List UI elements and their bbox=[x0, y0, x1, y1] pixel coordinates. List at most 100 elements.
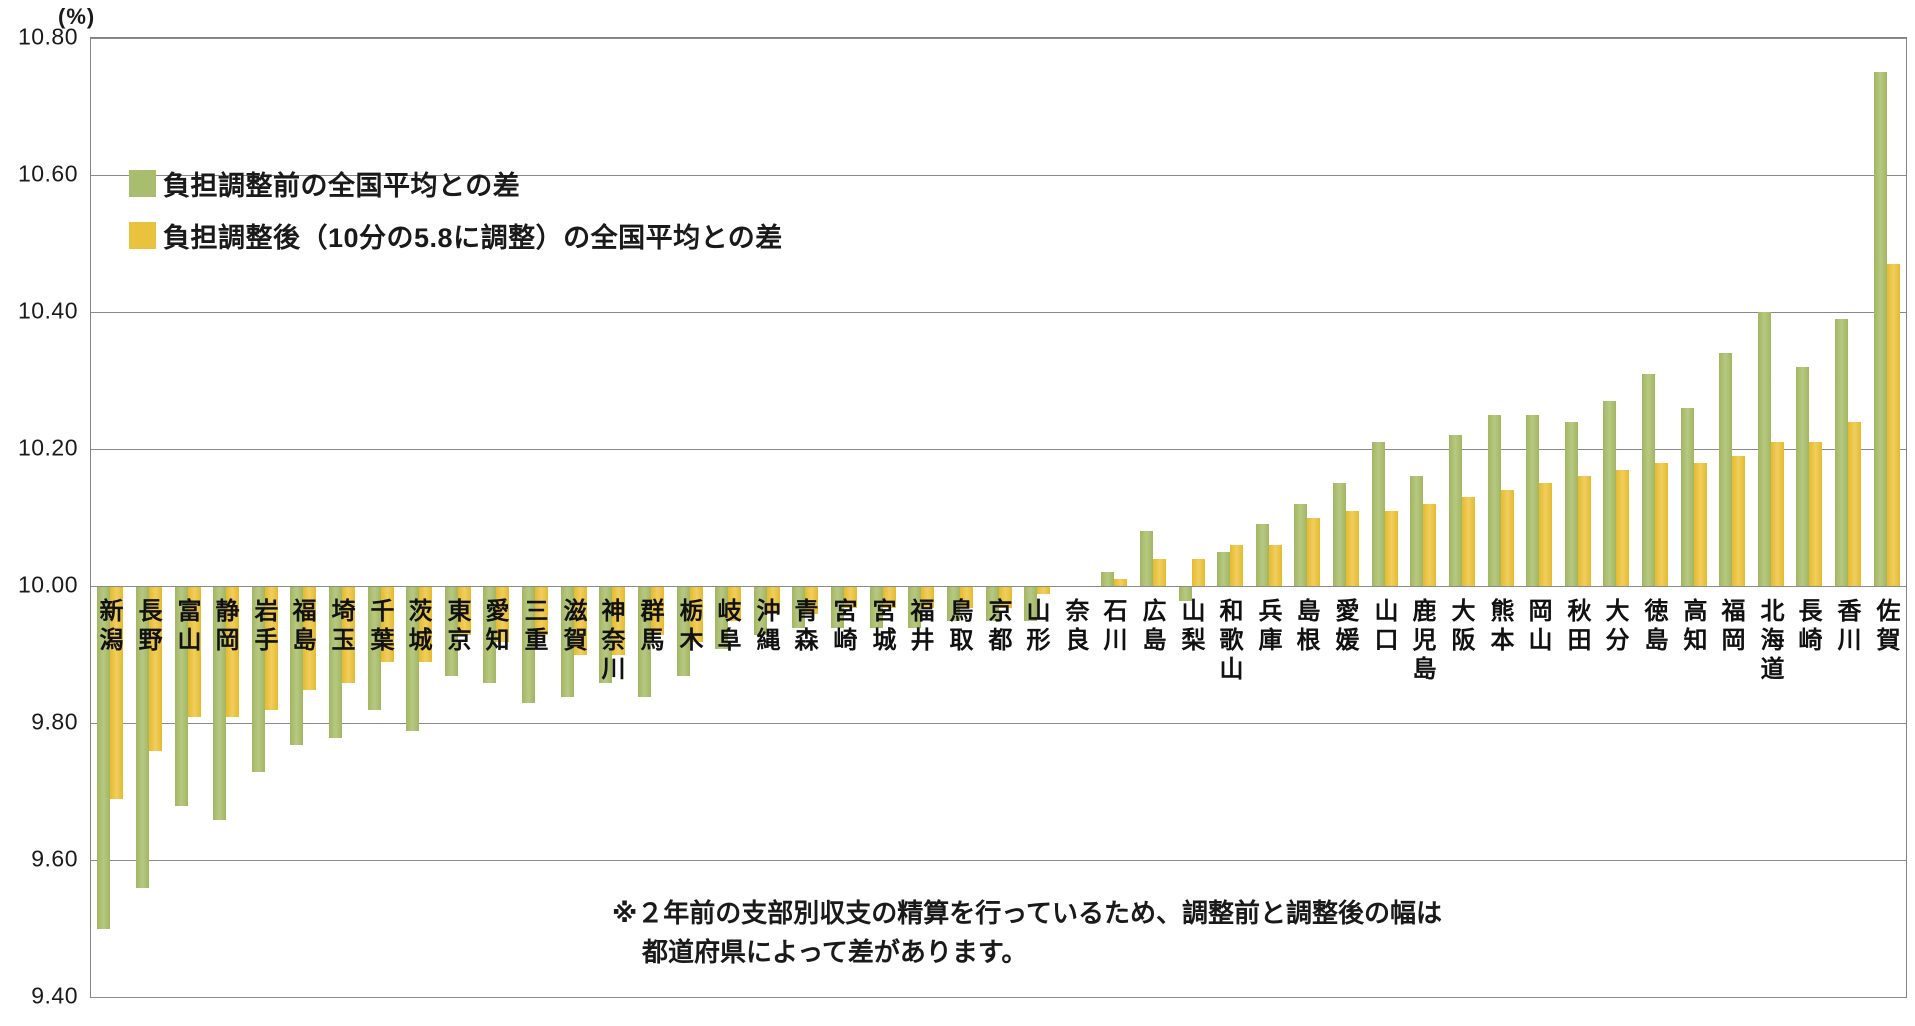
bar-before-adjustment bbox=[329, 587, 342, 738]
y-axis-tick-label: 9.40 bbox=[31, 982, 78, 1009]
prefecture-label: 愛媛 bbox=[1331, 598, 1358, 656]
prefecture-label: 鳥取 bbox=[945, 598, 972, 656]
plot-area: 新潟 長野 富山 静岡 岩手 福島 埼玉 千葉 茨城 東京 愛知 三重 滋賀 神奈川 群馬 栃木 岐阜 沖縄 青森宮… bbox=[90, 37, 1907, 998]
bar-after-adjustment bbox=[651, 587, 664, 635]
bar-after-adjustment bbox=[728, 587, 741, 621]
legend-label-after: 負担調整後（10分の5.8に調整）の全国平均との差 bbox=[163, 223, 783, 253]
prefecture-label: 福島 bbox=[288, 598, 315, 656]
bar-before-adjustment bbox=[175, 587, 188, 806]
prefecture-label: 宮崎 bbox=[829, 598, 856, 656]
bar-after-adjustment bbox=[612, 587, 625, 655]
prefecture-label: 高知 bbox=[1679, 598, 1706, 656]
prefecture-label: 茨城 bbox=[404, 598, 431, 656]
bar-after-adjustment bbox=[265, 587, 278, 710]
bar-before-adjustment bbox=[1217, 552, 1230, 586]
legend-swatch-before-icon bbox=[129, 170, 156, 197]
bar-before-adjustment bbox=[445, 587, 458, 676]
bar-before-adjustment bbox=[831, 587, 844, 628]
footnote: ※２年前の支部別収支の精算を行っているため、調整前と調整後の幅は 都道府県によっ… bbox=[612, 894, 1442, 972]
bar-before-adjustment bbox=[1101, 572, 1114, 586]
legend-swatch-after-icon bbox=[129, 222, 156, 249]
bar-after-adjustment bbox=[535, 587, 548, 635]
gridline bbox=[91, 723, 1906, 724]
prefecture-label: 和歌山 bbox=[1215, 598, 1242, 685]
prefecture-label: 三重 bbox=[520, 598, 547, 656]
prefecture-label: 熊本 bbox=[1486, 598, 1513, 656]
bar-after-adjustment bbox=[1809, 442, 1822, 586]
bar-after-adjustment bbox=[1346, 511, 1359, 586]
bar-after-adjustment bbox=[883, 587, 896, 608]
prefecture-label: 青森 bbox=[790, 598, 817, 656]
bar-after-adjustment bbox=[188, 587, 201, 717]
bar-before-adjustment bbox=[1874, 72, 1887, 586]
bar-before-adjustment bbox=[561, 587, 574, 697]
bar-after-adjustment bbox=[690, 587, 703, 642]
gridline bbox=[91, 449, 1906, 450]
prefecture-label: 広島 bbox=[1138, 598, 1165, 656]
bar-before-adjustment bbox=[1294, 504, 1307, 586]
bar-before-adjustment bbox=[947, 587, 960, 621]
bar-before-adjustment bbox=[1681, 408, 1694, 586]
prefecture-label: 徳島 bbox=[1640, 598, 1667, 656]
bar-before-adjustment bbox=[290, 587, 303, 745]
prefecture-label: 佐賀 bbox=[1872, 598, 1899, 656]
bar-after-adjustment bbox=[303, 587, 316, 690]
bar-after-adjustment bbox=[805, 587, 818, 614]
bar-before-adjustment bbox=[638, 587, 651, 697]
gridline bbox=[91, 312, 1906, 313]
legend: 負担調整前の全国平均との差 負担調整後（10分の5.8に調整）の全国平均との差 bbox=[129, 164, 783, 268]
bar-after-adjustment bbox=[767, 587, 780, 614]
prefecture-label: 埼玉 bbox=[327, 598, 354, 656]
bar-before-adjustment bbox=[1603, 401, 1616, 586]
prefecture-label: 滋賀 bbox=[559, 598, 586, 656]
bar-before-adjustment bbox=[599, 587, 612, 683]
bar-after-adjustment bbox=[844, 587, 857, 608]
prefecture-label: 神奈川 bbox=[597, 598, 624, 685]
bar-after-adjustment bbox=[1771, 442, 1784, 586]
bar-after-adjustment bbox=[496, 587, 509, 642]
bar-before-adjustment bbox=[1488, 415, 1501, 586]
prefecture-label: 島根 bbox=[1292, 598, 1319, 656]
bar-after-adjustment bbox=[110, 587, 123, 799]
gridline bbox=[91, 175, 1906, 176]
bar-before-adjustment bbox=[908, 587, 921, 628]
bar-after-adjustment bbox=[342, 587, 355, 683]
bar-before-adjustment bbox=[368, 587, 381, 710]
bar-before-adjustment bbox=[406, 587, 419, 731]
y-axis-unit-label: (%) bbox=[58, 4, 96, 29]
prefecture-label: 石川 bbox=[1099, 598, 1126, 656]
bar-after-adjustment bbox=[1307, 518, 1320, 586]
bar-after-adjustment bbox=[1655, 463, 1668, 586]
bar-before-adjustment bbox=[754, 587, 767, 635]
prefecture-label: 大阪 bbox=[1447, 598, 1474, 656]
gridline bbox=[91, 860, 1906, 861]
bar-before-adjustment bbox=[1410, 476, 1423, 586]
footnote-line-2: 都道府県によって差があります。 bbox=[642, 937, 1028, 967]
bar-after-adjustment bbox=[1230, 545, 1243, 586]
bar-after-adjustment bbox=[419, 587, 432, 662]
gridline bbox=[91, 586, 1906, 587]
bar-before-adjustment bbox=[1796, 367, 1809, 586]
bar-after-adjustment bbox=[1578, 476, 1591, 586]
bar-before-adjustment bbox=[252, 587, 265, 772]
bar-after-adjustment bbox=[226, 587, 239, 717]
bar-before-adjustment bbox=[136, 587, 149, 888]
prefecture-label: 福岡 bbox=[1717, 598, 1744, 656]
bar-before-adjustment bbox=[97, 587, 110, 929]
bar-before-adjustment bbox=[1372, 442, 1385, 586]
prefecture-label: 沖縄 bbox=[752, 598, 779, 656]
prefecture-label: 山口 bbox=[1370, 598, 1397, 656]
legend-label-before: 負担調整前の全国平均との差 bbox=[163, 171, 521, 201]
bar-before-adjustment bbox=[986, 587, 999, 621]
bar-after-adjustment bbox=[1153, 559, 1166, 586]
prefecture-label: 新潟 bbox=[95, 598, 122, 656]
bar-before-adjustment bbox=[483, 587, 496, 683]
prefecture-label: 栃木 bbox=[675, 598, 702, 656]
gridline bbox=[91, 38, 1906, 39]
bar-after-adjustment bbox=[921, 587, 934, 608]
prefecture-label: 岐阜 bbox=[713, 598, 740, 656]
prefecture-label: 静岡 bbox=[211, 598, 238, 656]
prefecture-label: 鹿児島 bbox=[1408, 598, 1435, 685]
y-axis-tick-label: 9.80 bbox=[31, 708, 78, 735]
